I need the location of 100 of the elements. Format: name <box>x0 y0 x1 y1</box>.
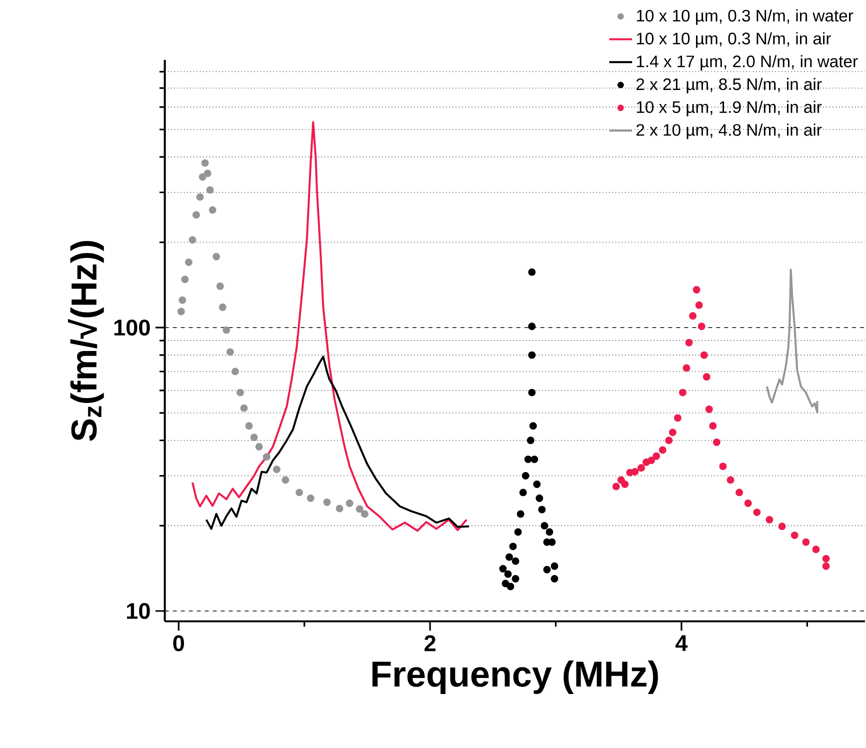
legend-label: 10 x 5 µm, 1.9 N/m, in air <box>636 100 822 116</box>
point <box>196 193 204 201</box>
point <box>506 582 514 590</box>
point <box>736 488 744 496</box>
point <box>822 562 830 570</box>
point <box>538 506 546 514</box>
point <box>184 258 192 266</box>
point <box>726 476 734 484</box>
point <box>506 553 513 561</box>
point <box>231 368 239 376</box>
point <box>702 373 710 381</box>
point <box>709 422 717 430</box>
point <box>181 276 189 284</box>
point <box>192 211 200 218</box>
point <box>665 436 673 444</box>
x-axis-title: Frequency (MHz) <box>372 660 658 694</box>
legend-label: 2 x 21 µm, 8.5 N/m, in air <box>636 78 822 94</box>
point <box>668 428 676 436</box>
point <box>550 574 558 582</box>
point <box>528 351 536 359</box>
x-tick-label: 2 <box>424 635 436 652</box>
point <box>323 498 331 506</box>
point <box>695 301 703 309</box>
legend-label: 10 x 10 µm, 0.3 N/m, in water <box>636 9 854 25</box>
point <box>222 326 230 334</box>
x-tick-label: 0 <box>173 635 184 652</box>
point <box>250 434 258 442</box>
point <box>674 414 682 422</box>
point <box>504 570 512 578</box>
point <box>204 170 212 178</box>
legend-label: 2 x 10 µm, 4.8 N/m, in air <box>636 124 822 140</box>
y-tick-label: 100 <box>114 320 150 336</box>
point <box>719 462 727 470</box>
legend-label: 10 x 10 µm, 0.3 N/m, in air <box>636 32 831 48</box>
point <box>296 488 304 496</box>
y-tick-label: 10 <box>127 602 150 619</box>
point <box>648 456 656 464</box>
line-series <box>766 268 818 414</box>
point <box>692 286 700 294</box>
point <box>272 466 280 474</box>
point <box>514 528 522 536</box>
point <box>705 405 713 413</box>
point <box>255 442 263 450</box>
point <box>206 186 214 194</box>
point <box>522 472 530 480</box>
point <box>700 351 708 359</box>
point <box>529 422 537 430</box>
point <box>178 296 186 304</box>
point <box>519 488 527 496</box>
point <box>226 348 234 356</box>
point <box>306 494 314 502</box>
point <box>621 480 629 488</box>
point <box>536 494 544 502</box>
point <box>528 388 536 396</box>
point <box>540 522 548 530</box>
line-series <box>191 121 468 532</box>
point <box>236 388 244 396</box>
point <box>766 516 774 524</box>
point <box>245 422 253 430</box>
point <box>698 322 706 330</box>
point <box>346 499 354 507</box>
point <box>822 554 830 562</box>
point <box>509 542 517 550</box>
point <box>208 206 216 214</box>
point <box>778 522 786 530</box>
point <box>512 574 520 582</box>
point <box>612 482 620 490</box>
point <box>550 562 558 570</box>
point <box>802 538 810 546</box>
y-axis-title: S$_{z}$(fm/√(Hz)) <box>68 240 104 441</box>
point <box>212 252 220 260</box>
point <box>512 557 520 565</box>
point <box>712 438 720 446</box>
point <box>526 436 534 444</box>
point <box>216 282 224 290</box>
point <box>790 532 798 539</box>
point <box>499 564 507 572</box>
point <box>638 464 645 472</box>
point <box>812 546 820 554</box>
point <box>685 338 693 346</box>
legend-label: 1.4 x 17 µm, 2.0 N/m, in water <box>636 55 858 71</box>
point <box>336 504 344 512</box>
point <box>262 453 270 460</box>
point <box>689 312 697 320</box>
point <box>201 159 209 167</box>
point <box>528 268 536 276</box>
point <box>516 510 524 518</box>
point <box>240 404 248 412</box>
point <box>753 508 761 516</box>
point <box>652 452 660 460</box>
point <box>682 364 690 372</box>
point <box>678 388 686 396</box>
point <box>360 510 368 518</box>
point <box>198 173 206 181</box>
point <box>530 456 538 463</box>
point <box>282 476 290 484</box>
point <box>631 468 639 476</box>
point <box>524 456 532 463</box>
point <box>546 528 554 536</box>
point <box>658 446 666 454</box>
